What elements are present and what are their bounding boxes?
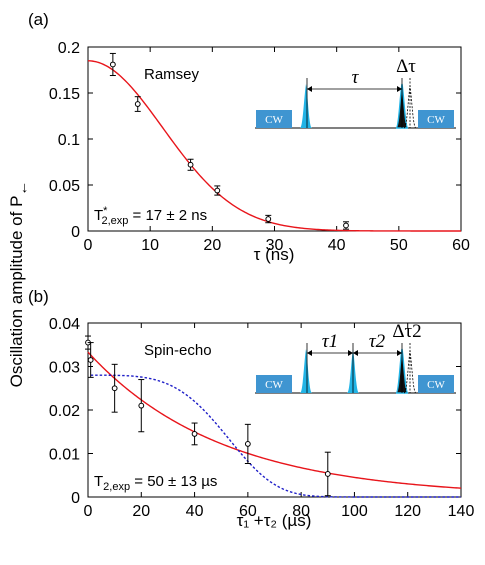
panel-b-x-tick-label: 40 bbox=[186, 503, 204, 520]
inset-b-shift-label: Δτ2 bbox=[392, 321, 421, 342]
inset-a-cw-left bbox=[256, 110, 292, 128]
panel-a-x-tick-label: 40 bbox=[328, 237, 346, 254]
panel-b-data-point bbox=[111, 363, 118, 413]
panel-a-data-point bbox=[265, 214, 272, 224]
panel-b-label: (b) bbox=[28, 287, 49, 306]
panel-a-x-tick-label: 10 bbox=[141, 237, 159, 254]
panel-a-axes: 0 10 20 30 40 50 60 0 0.05 0.1 0.15 0.2 bbox=[49, 40, 470, 254]
panel-b-x-tick-label: 140 bbox=[448, 503, 475, 520]
panel-b-y-tick-label: 0.03 bbox=[49, 360, 80, 377]
svg-text:Oscillation amplitude of P←: Oscillation amplitude of P← bbox=[7, 181, 31, 388]
panel-a-y-tick-label: 0.15 bbox=[49, 86, 80, 103]
panel-a-y-tick-label: 0 bbox=[71, 224, 80, 241]
inset-a-cw-right-label: CW bbox=[427, 114, 445, 126]
panel-b-y-tick-label: 0.01 bbox=[49, 447, 80, 464]
panel-b-marker bbox=[138, 402, 145, 409]
panel-a-y-tick-label: 0.2 bbox=[58, 40, 80, 57]
panel-b-axes: 0 20 40 60 80 100 120 140 0 0.01 0.02 0.03 0.04 bbox=[49, 316, 475, 520]
panel-a-x-axis-label: τ (ns) bbox=[254, 245, 295, 264]
panel-b-data-point bbox=[138, 379, 145, 433]
panel-b-data-point bbox=[87, 342, 94, 378]
panel-b-data-points bbox=[85, 335, 331, 497]
panel-a-y-tick-label: 0.05 bbox=[49, 178, 80, 195]
panel-a-data-point bbox=[214, 185, 221, 196]
panel-a-x-tick-label: 60 bbox=[452, 237, 470, 254]
panel-b-marker bbox=[87, 357, 94, 363]
panel-b-fit-curve-gaussian4 bbox=[90, 374, 461, 498]
panel-a-fit-curves bbox=[87, 60, 461, 232]
panel-a-data-point bbox=[109, 52, 116, 77]
panel-b-marker bbox=[244, 441, 251, 447]
y-axis-label: Oscillation amplitude of P← bbox=[7, 181, 31, 388]
inset-b-cw-right bbox=[418, 375, 454, 393]
panel-a-marker bbox=[187, 161, 194, 168]
inset-b-delay-1-label: τ1 bbox=[322, 331, 338, 352]
inset-b-cw-left-label: CW bbox=[265, 379, 283, 391]
panel-b-annotation: T2,exp = 50 ± 13 µs bbox=[94, 473, 217, 493]
panel-b-x-tick-label: 120 bbox=[394, 503, 421, 520]
inset-a-delay-label: τ bbox=[352, 67, 360, 88]
inset-a-cw-right bbox=[418, 110, 454, 128]
panel-a-data-point bbox=[342, 221, 349, 230]
panel-b-x-tick-label: 0 bbox=[84, 503, 93, 520]
panel-b-y-tick-label: 0.02 bbox=[49, 403, 80, 420]
inset-a-pulse-1 bbox=[300, 84, 312, 128]
panel-b-data-point bbox=[244, 423, 251, 465]
inset-b-arrowheads bbox=[307, 350, 402, 356]
panel-a-title: Ramsey bbox=[144, 66, 200, 83]
panel-b-x-tick-label: 100 bbox=[341, 503, 368, 520]
inset-a-shift-label: Δτ bbox=[396, 56, 416, 77]
panel-a-fit-curve-gaussian bbox=[87, 60, 461, 232]
panel-b-x-axis-label: τ₁ +τ₂ (µs) bbox=[237, 511, 312, 530]
panel-b-fit-curves bbox=[87, 351, 462, 498]
panel-a-marker bbox=[109, 61, 116, 68]
y-axis-label-text: Oscillation amplitude of P bbox=[7, 196, 26, 388]
panel-a-x-tick-label: 20 bbox=[203, 237, 221, 254]
panel-a-annotation: T* 2,exp = 17 ± 2 ns bbox=[94, 205, 207, 227]
panel-b-data-point bbox=[191, 422, 198, 446]
panel-a-marker bbox=[214, 187, 221, 194]
panel-a-x-tick-label: 0 bbox=[84, 237, 93, 254]
inset-a-cw-left-label: CW bbox=[265, 114, 283, 126]
y-axis-label-subscript: ← bbox=[14, 181, 31, 196]
panel-a-data-point bbox=[134, 96, 141, 112]
panel-b-data-point bbox=[324, 451, 331, 497]
panel-a-marker bbox=[343, 222, 349, 229]
panel-b-marker bbox=[111, 385, 118, 392]
panel-b-x-tick-label: 20 bbox=[132, 503, 150, 520]
panel-b-y-tick-label: 0 bbox=[71, 490, 80, 507]
inset-b-delay-2-label: τ2 bbox=[369, 331, 386, 352]
panel-b-marker bbox=[324, 471, 331, 477]
panel-a-marker bbox=[265, 216, 272, 222]
panel-b-x-tick-label: 80 bbox=[292, 503, 310, 520]
panel-a-label: (a) bbox=[28, 10, 49, 29]
panel-b-pulse-inset: CW τ1 τ2 Δτ2 CW bbox=[255, 321, 456, 394]
panel-a-x-tick-label: 30 bbox=[266, 237, 284, 254]
panel-b-y-tick-label: 0.04 bbox=[49, 316, 80, 333]
panel-b-spin-echo: (b) 0 20 40 60 80 100 120 14000.010.020.030.04 … bbox=[28, 287, 474, 530]
inset-b-cw-left bbox=[256, 375, 292, 393]
panel-a-data-points bbox=[109, 52, 349, 230]
panel-b-title: Spin-echo bbox=[144, 342, 212, 359]
panel-a-marker bbox=[134, 101, 141, 107]
panel-a-pulse-inset: CW τ Δτ CW bbox=[255, 56, 456, 129]
panel-b-x-tick-label: 60 bbox=[239, 503, 257, 520]
panel-b-fit-curve-exponential bbox=[87, 351, 462, 489]
panel-a-data-point bbox=[187, 158, 194, 171]
panel-a-x-tick-label: 50 bbox=[390, 237, 408, 254]
panel-a-y-tick-label: 0.1 bbox=[58, 132, 80, 149]
inset-b-pulse-1 bbox=[300, 349, 312, 393]
panel-b-marker bbox=[191, 431, 198, 437]
inset-b-cw-right-label: CW bbox=[427, 379, 445, 391]
